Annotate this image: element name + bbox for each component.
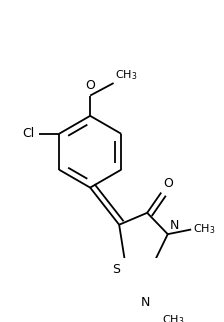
Text: CH$_3$: CH$_3$ xyxy=(162,314,184,322)
Text: O: O xyxy=(163,177,173,190)
Text: CH$_3$: CH$_3$ xyxy=(115,68,138,82)
Text: N: N xyxy=(141,296,150,308)
Text: O: O xyxy=(85,80,95,92)
Text: N: N xyxy=(169,219,179,232)
Text: S: S xyxy=(112,263,120,276)
Text: CH$_3$: CH$_3$ xyxy=(193,223,215,236)
Text: Cl: Cl xyxy=(22,127,34,140)
